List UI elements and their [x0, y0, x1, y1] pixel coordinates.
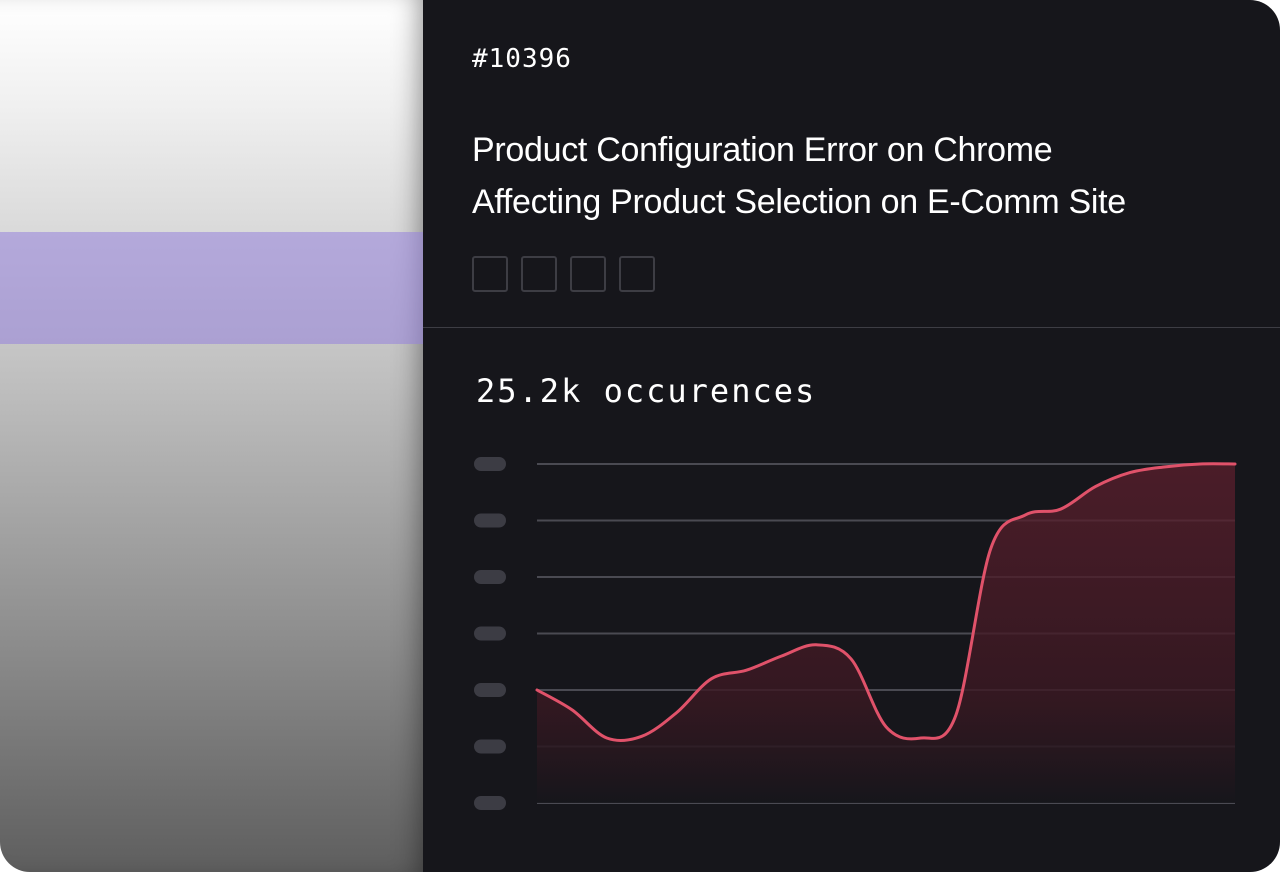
- series-area: [537, 463, 1235, 803]
- occurrences-count: 25.2k occurences: [476, 372, 817, 410]
- tag-placeholder[interactable]: [619, 256, 655, 292]
- y-tick-label-placeholder: [474, 683, 506, 697]
- section-divider: [423, 327, 1280, 328]
- issue-card[interactable]: #10396 Product Configuration Error on Ch…: [423, 0, 1280, 872]
- tag-placeholder[interactable]: [570, 256, 606, 292]
- issue-id: #10396: [472, 44, 572, 74]
- y-tick-label-placeholder: [474, 513, 506, 528]
- y-tick-label-placeholder: [474, 796, 506, 810]
- y-tick-label-placeholder: [474, 570, 506, 584]
- issue-title-line-2: Affecting Product Selection on E-Comm Si…: [472, 183, 1126, 221]
- y-tick-label-placeholder: [474, 457, 506, 471]
- selected-row-highlight[interactable]: [0, 232, 423, 344]
- y-tick-label-placeholder: [474, 626, 506, 641]
- issue-title: Product Configuration Error on Chrome Af…: [472, 124, 1252, 228]
- tag-placeholder[interactable]: [521, 256, 557, 292]
- background-panel: [0, 0, 423, 872]
- issue-title-line-1: Product Configuration Error on Chrome: [472, 131, 1053, 169]
- y-tick-label-placeholder: [474, 739, 506, 754]
- tag-placeholder-row: [472, 256, 655, 292]
- tag-placeholder[interactable]: [472, 256, 508, 292]
- series-line: [535, 462, 1237, 743]
- occurrences-chart: [474, 457, 1237, 810]
